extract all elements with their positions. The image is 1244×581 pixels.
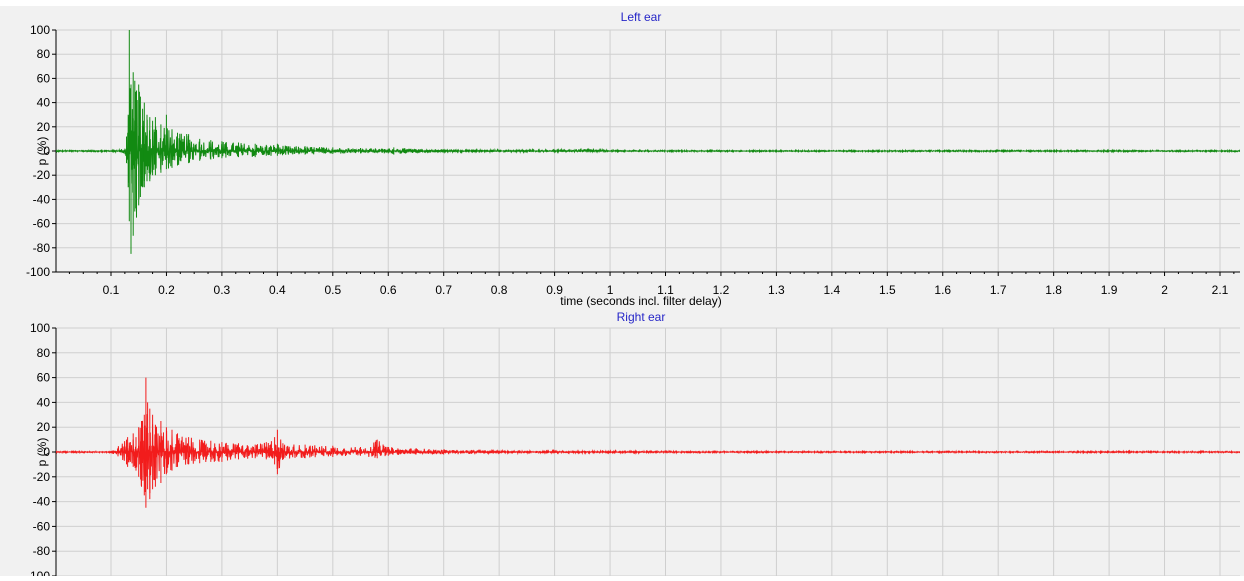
y-tick-label: -40 — [33, 495, 51, 509]
x-tick-label: 1.5 — [879, 283, 896, 297]
y-tick-label: -20 — [33, 168, 51, 182]
x-tick-label: 0.3 — [214, 283, 231, 297]
x-tick-label: 1.9 — [1101, 283, 1118, 297]
x-tick-label: 0.1 — [103, 283, 120, 297]
y-axis-title: p (%) — [35, 438, 49, 467]
y-tick-label: -40 — [33, 192, 51, 206]
chart-title: Left ear — [621, 10, 662, 24]
y-tick-label: 80 — [37, 346, 51, 360]
x-tick-label: 0.2 — [158, 283, 175, 297]
y-tick-label: 40 — [37, 96, 51, 110]
y-tick-label: -100 — [26, 265, 50, 279]
y-tick-label: 60 — [37, 371, 51, 385]
y-tick-label: 20 — [37, 120, 51, 134]
y-tick-label: -60 — [33, 217, 51, 231]
x-tick-label: 1.8 — [1045, 283, 1062, 297]
x-tick-label: 2 — [1161, 283, 1168, 297]
y-tick-label: -100 — [26, 569, 50, 576]
x-tick-label: 1.3 — [768, 283, 785, 297]
x-tick-label: 2.1 — [1212, 283, 1229, 297]
x-tick-label: 0.5 — [324, 283, 341, 297]
y-tick-label: -20 — [33, 470, 51, 484]
y-tick-label: -80 — [33, 241, 51, 255]
x-tick-label: 0.7 — [435, 283, 452, 297]
x-tick-label: 1.4 — [824, 283, 841, 297]
y-tick-label: 100 — [30, 321, 50, 335]
y-tick-label: 100 — [30, 23, 50, 37]
x-tick-label: 1.7 — [990, 283, 1007, 297]
top-strip — [0, 0, 1244, 6]
y-axis-title: p (%) — [35, 137, 49, 166]
x-tick-label: 0.4 — [269, 283, 286, 297]
y-tick-label: 40 — [37, 395, 51, 409]
y-tick-label: 60 — [37, 71, 51, 85]
y-tick-label: 80 — [37, 47, 51, 61]
x-tick-label: 0.8 — [491, 283, 508, 297]
x-axis-title: time (seconds incl. filter delay) — [560, 294, 721, 308]
y-tick-label: -60 — [33, 519, 51, 533]
x-tick-label: 0.6 — [380, 283, 397, 297]
y-tick-label: 20 — [37, 420, 51, 434]
chart-title: Right ear — [617, 310, 666, 324]
x-tick-label: 1.6 — [934, 283, 951, 297]
y-tick-label: -80 — [33, 544, 51, 558]
